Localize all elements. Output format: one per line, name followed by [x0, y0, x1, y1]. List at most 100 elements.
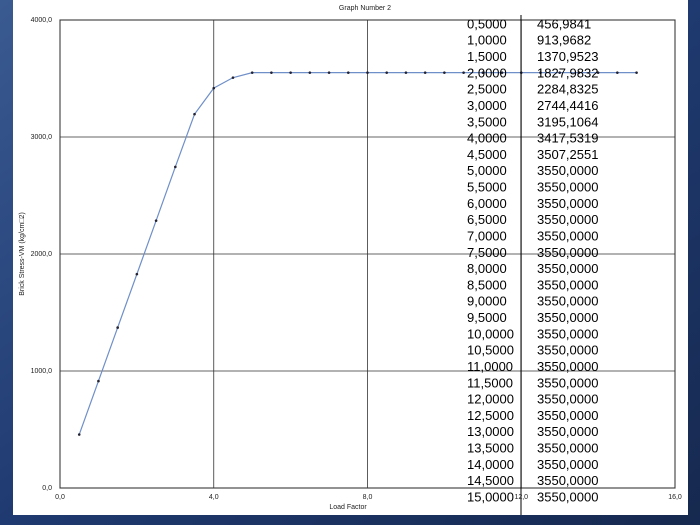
- table-x-cell: 12,0000: [467, 392, 514, 407]
- data-point: [462, 71, 465, 74]
- table-value-cell: 2744,4416: [537, 98, 598, 113]
- table-x-cell: 2,0000: [467, 65, 507, 80]
- table-x-cell: 9,0000: [467, 294, 507, 309]
- table-value-cell: 3550,0000: [537, 212, 598, 227]
- table-x-cell: 8,5000: [467, 277, 507, 292]
- data-point: [289, 71, 292, 74]
- table-x-cell: 6,5000: [467, 212, 507, 227]
- table-x-cell: 7,0000: [467, 228, 507, 243]
- table-x-cell: 5,0000: [467, 163, 507, 178]
- data-point: [366, 71, 369, 74]
- table-x-cell: 9,5000: [467, 310, 507, 325]
- data-point: [97, 379, 100, 383]
- data-point: [327, 71, 331, 74]
- data-point: [308, 71, 312, 74]
- table-value-cell: 3550,0000: [537, 245, 598, 260]
- data-point: [635, 71, 638, 74]
- x-tick-label: 0,0: [55, 494, 65, 501]
- x-tick-label: 16,0: [668, 494, 682, 501]
- table-x-cell: 10,0000: [467, 326, 514, 341]
- data-point: [270, 71, 273, 74]
- table-value-cell: 3550,0000: [537, 375, 598, 390]
- table-x-cell: 4,5000: [467, 147, 507, 162]
- data-point: [539, 71, 542, 74]
- x-tick-label: 4,0: [209, 494, 219, 501]
- table-x-cell: 10,5000: [467, 343, 514, 358]
- data-point: [558, 71, 561, 74]
- data-point: [116, 326, 119, 329]
- table-x-cell: 11,5000: [467, 375, 513, 390]
- table-value-cell: 3550,0000: [537, 392, 598, 407]
- table-value-cell: 3195,1064: [537, 114, 598, 129]
- table-value-cell: 3550,0000: [537, 261, 598, 276]
- table-value-cell: 1827,9832: [537, 65, 598, 80]
- value-table: 0,5000 456,9841 1,0000 913,9682 1,5000 1370,9…: [467, 16, 598, 504]
- table-x-cell: 5,5000: [467, 180, 507, 195]
- y-axis-label: Brick Stress-VM (kg/cm□2): [19, 212, 26, 296]
- table-value-cell: 2284,8325: [537, 82, 598, 97]
- table-x-cell: 11,0000: [467, 359, 513, 374]
- data-point: [250, 71, 254, 74]
- table-x-cell: 13,0000: [467, 424, 514, 439]
- y-tick-label: 2000,0: [31, 251, 53, 258]
- table-x-cell: 15,0000: [467, 489, 514, 504]
- data-point: [77, 433, 81, 436]
- table-value-cell: 3550,0000: [537, 343, 598, 358]
- data-point: [616, 71, 619, 74]
- data-point: [385, 71, 389, 74]
- table-x-cell: 3,0000: [467, 98, 507, 113]
- table-x-cell: 1,5000: [467, 49, 507, 64]
- data-point: [154, 219, 158, 222]
- table-x-cell: 1,0000: [467, 33, 507, 48]
- table-value-cell: 3550,0000: [537, 441, 598, 456]
- table-x-cell: 7,5000: [467, 245, 507, 260]
- table-x-cell: 13,5000: [467, 441, 514, 456]
- table-x-cell: 14,0000: [467, 457, 514, 472]
- plot: 0,0 1000,0 2000,0 3000,0 4000,0 0,0 4,0 8,0 12,0…: [31, 17, 682, 501]
- table-value-cell: 3550,0000: [537, 310, 598, 325]
- data-point: [443, 71, 446, 74]
- table-x-cell: 8,0000: [467, 261, 507, 276]
- table-value-cell: 3550,0000: [537, 196, 598, 211]
- table-value-cell: 3550,0000: [537, 326, 598, 341]
- table-value-cell: 3550,0000: [537, 180, 598, 195]
- table-value-cell: 3550,0000: [537, 489, 598, 504]
- table-value-cell: 3550,0000: [537, 408, 598, 423]
- table-value-cell: 1370,9523: [537, 49, 598, 64]
- table-x-cell: 14,5000: [467, 473, 514, 488]
- table-value-cell: 3550,0000: [537, 424, 598, 439]
- data-point: [577, 71, 581, 74]
- data-point: [174, 165, 177, 169]
- table-x-cell: 6,0000: [467, 196, 507, 211]
- table-value-cell: 3417,5319: [537, 131, 598, 146]
- data-line: [78, 72, 637, 435]
- table-value-cell: 456,9841: [537, 16, 591, 31]
- y-tick-label: 3000,0: [31, 134, 53, 141]
- chart-title: Graph Number 2: [339, 5, 391, 12]
- y-tick-label: 1000,0: [31, 368, 53, 375]
- table-value-cell: 3550,0000: [537, 277, 598, 292]
- data-point: [231, 76, 235, 79]
- table-x-cell: 0,5000: [467, 16, 507, 31]
- data-point: [404, 71, 408, 74]
- y-tick-label: 4000,0: [31, 17, 53, 24]
- table-x-cell: 4,0000: [467, 131, 507, 146]
- data-point: [212, 86, 216, 90]
- y-tick-label: 0,0: [42, 485, 52, 492]
- table-x-cell: 12,5000: [467, 408, 514, 423]
- table-value-cell: 3550,0000: [537, 294, 598, 309]
- chart-panel: [13, 0, 688, 515]
- data-point: [596, 71, 600, 74]
- table-x-cell: 3,5000: [467, 114, 507, 129]
- table-value-cell: 913,9682: [537, 33, 591, 48]
- table-value-cell: 3550,0000: [537, 163, 598, 178]
- table-value-cell: 3550,0000: [537, 228, 598, 243]
- data-point: [481, 71, 485, 74]
- table-value-cell: 3550,0000: [537, 457, 598, 472]
- data-point: [135, 272, 139, 276]
- data-point: [500, 71, 504, 74]
- x-tick-label: 8,0: [363, 494, 373, 501]
- data-point: [423, 71, 427, 74]
